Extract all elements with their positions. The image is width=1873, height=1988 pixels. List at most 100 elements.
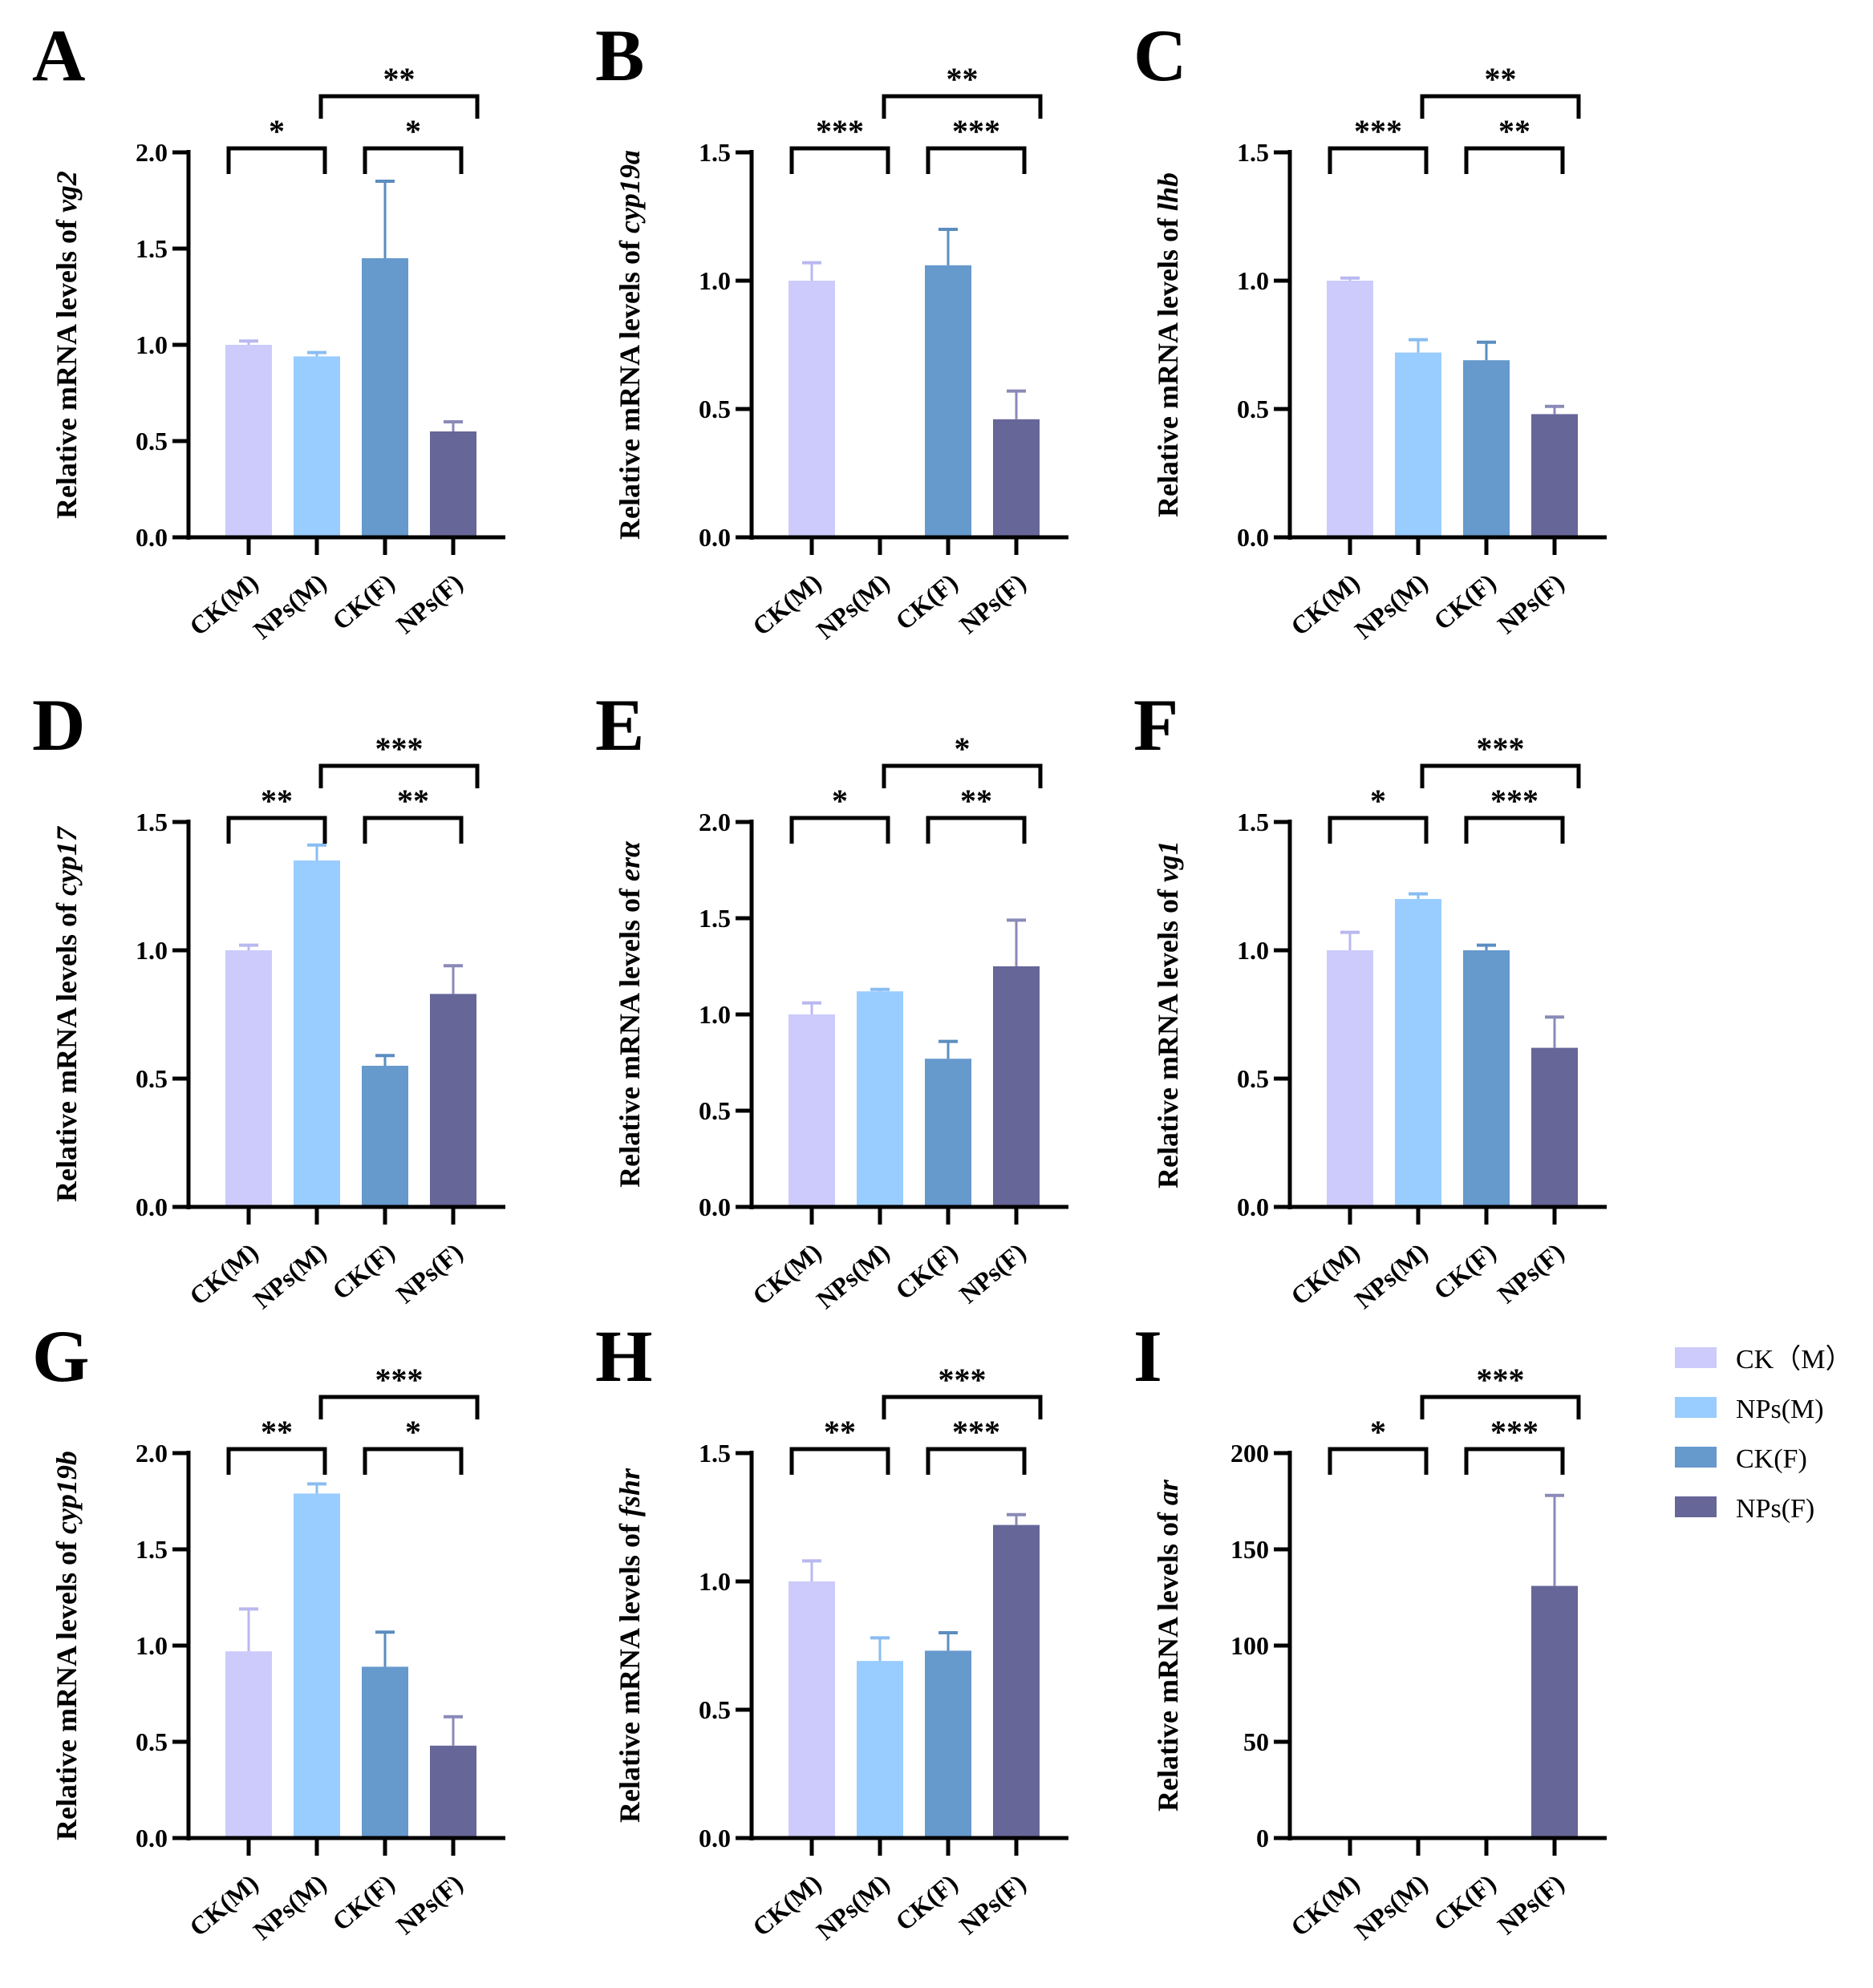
significance-label: *** <box>375 731 424 767</box>
y-tick-label: 1.5 <box>136 234 168 263</box>
y-tick-label: 1.0 <box>1237 936 1269 965</box>
panel-e: E Relative mRNA levels of erα CK(M)NPs(M)C… <box>595 684 1068 1314</box>
y-axis-label-prefix: Relative mRNA levels of <box>1152 211 1184 517</box>
x-tick-label: NPs(F) <box>954 1869 1032 1940</box>
x-tick-label: NPs(F) <box>391 1869 468 1940</box>
y-axis-label-gene: vg2 <box>51 171 83 213</box>
significance-label: *** <box>375 1362 424 1398</box>
y-tick-label: 0.5 <box>699 1096 731 1125</box>
bar-npsm <box>857 991 903 1207</box>
bar-ckf <box>362 1666 408 1838</box>
bar-npsf <box>430 994 476 1207</box>
y-tick-label: 0.0 <box>699 523 731 552</box>
significance-bracket <box>318 94 480 119</box>
bar-npsm <box>857 1661 903 1838</box>
significance-bracket <box>226 816 327 844</box>
significance-label: ** <box>947 61 979 97</box>
significance-bracket <box>318 1395 480 1419</box>
x-tick-label: NPs(M) <box>248 568 332 645</box>
bar-ckm <box>225 1651 272 1838</box>
y-tick-label: 1.0 <box>699 1567 731 1596</box>
significance-bracket <box>1420 763 1581 788</box>
bar-npsf <box>993 419 1040 537</box>
y-axis-label-gene: ar <box>1152 1479 1184 1505</box>
y-tick-label: 0.5 <box>699 1695 731 1724</box>
bar-npsf <box>1531 1047 1578 1207</box>
x-tick-label: NPs(F) <box>1492 568 1570 639</box>
significance-label: * <box>955 731 971 767</box>
panel-letter: D <box>32 684 85 766</box>
significance-bracket <box>1328 816 1429 844</box>
significance-label: * <box>269 113 285 149</box>
significance-label: * <box>405 1414 421 1450</box>
x-tick-label: NPs(M) <box>1349 1869 1433 1945</box>
y-tick-label: 1.5 <box>136 808 168 836</box>
significance-bracket <box>926 146 1027 174</box>
bar-ckf <box>925 1650 971 1838</box>
panel-letter: H <box>595 1315 653 1397</box>
legend-label: NPs(M) <box>1736 1395 1824 1424</box>
y-tick-label: 2.0 <box>136 138 168 167</box>
significance-bracket <box>1420 94 1581 119</box>
x-tick-label: CK(F) <box>1428 568 1501 636</box>
legend-swatch <box>1675 1347 1717 1368</box>
significance-bracket <box>926 816 1027 844</box>
y-tick-label: 1.5 <box>699 138 731 167</box>
bar-npsm <box>1395 899 1441 1207</box>
legend-label: NPs(F) <box>1736 1494 1814 1524</box>
y-tick-label: 1.5 <box>1237 808 1269 836</box>
y-tick-label: 150 <box>1230 1535 1269 1564</box>
significance-bracket <box>1464 1447 1565 1475</box>
y-tick-label: 1.5 <box>136 1535 168 1564</box>
x-tick-label: CK(F) <box>890 568 963 636</box>
panel-c: C Relative mRNA levels of lhb CK(M)NPs(M)C… <box>1133 14 1607 645</box>
x-tick-label: NPs(F) <box>391 568 468 639</box>
significance-label: *** <box>1477 1362 1525 1398</box>
y-tick-label: 0.5 <box>1237 395 1269 423</box>
legend-swatch <box>1675 1447 1717 1468</box>
x-tick-label: CK(F) <box>326 1869 399 1937</box>
x-tick-label: CK(M) <box>184 568 263 642</box>
bar-npsm <box>294 1493 340 1838</box>
significance-label: ** <box>261 783 293 819</box>
legend-swatch <box>1675 1397 1717 1418</box>
bar-ckm <box>789 1014 835 1207</box>
significance-label: ** <box>1498 113 1530 149</box>
significance-bracket <box>1328 1447 1429 1475</box>
y-tick-label: 0.5 <box>1237 1064 1269 1093</box>
significance-bracket <box>226 1447 327 1475</box>
x-tick-label: NPs(M) <box>1349 568 1433 645</box>
significance-label: *** <box>816 113 864 149</box>
x-tick-label: NPs(M) <box>248 1869 332 1945</box>
bar-ckf <box>925 265 971 537</box>
x-tick-label: NPs(F) <box>1492 1237 1570 1309</box>
y-axis-label-gene: fshr <box>614 1468 646 1516</box>
y-tick-label: 1.0 <box>136 1631 168 1660</box>
y-tick-label: 0 <box>1256 1824 1269 1852</box>
y-axis-label-gene: cyp19a <box>614 150 646 233</box>
x-tick-label: CK(F) <box>890 1869 963 1937</box>
x-tick-label: NPs(M) <box>811 1237 895 1314</box>
significance-bracket <box>363 1447 464 1475</box>
significance-bracket <box>1420 1395 1581 1419</box>
panel-letter: C <box>1133 14 1186 96</box>
y-tick-label: 200 <box>1230 1439 1269 1468</box>
y-tick-label: 50 <box>1243 1727 1269 1756</box>
bar-npsf <box>993 1524 1040 1838</box>
y-tick-label: 1.5 <box>699 1439 731 1468</box>
x-tick-label: NPs(M) <box>248 1237 332 1314</box>
x-tick-label: CK(F) <box>890 1237 963 1306</box>
y-axis-label-prefix: Relative mRNA levels of <box>614 233 646 540</box>
y-tick-label: 0.0 <box>136 1192 168 1221</box>
x-tick-label: CK(F) <box>1428 1869 1501 1937</box>
significance-bracket <box>1464 146 1565 174</box>
significance-label: * <box>1370 1414 1386 1450</box>
y-tick-label: 1.5 <box>1237 138 1269 167</box>
significance-bracket <box>882 1395 1043 1419</box>
y-axis-label-gene: erα <box>614 840 646 881</box>
significance-bracket <box>882 763 1043 788</box>
bar-npsf <box>1531 1585 1578 1838</box>
y-tick-label: 0.0 <box>136 523 168 552</box>
panel-d: D Relative mRNA levels of cyp17 CK(M)NPs(M… <box>32 684 505 1314</box>
